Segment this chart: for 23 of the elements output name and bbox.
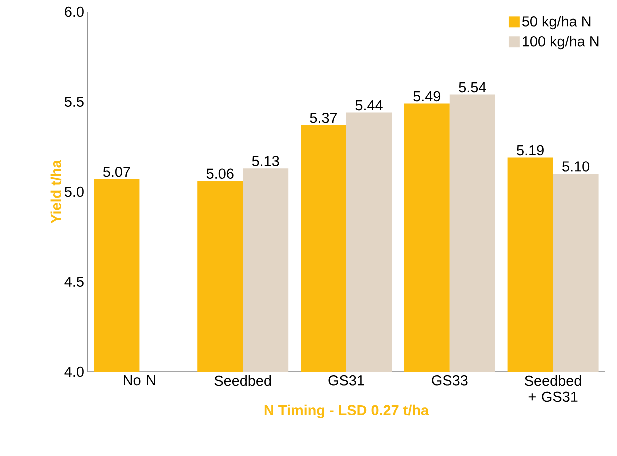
y-tick-label: 4.5 bbox=[64, 276, 84, 288]
y-tick-label: 5.5 bbox=[64, 96, 84, 108]
data-label: 5.06 bbox=[206, 168, 234, 179]
x-tick-label: GS33 bbox=[432, 376, 468, 386]
data-label: 5.10 bbox=[562, 162, 590, 172]
x-tick-label: Seedbed bbox=[214, 376, 272, 386]
data-label: 5.19 bbox=[517, 145, 544, 156]
y-tick-label: 4.0 bbox=[64, 366, 84, 378]
x-tick-label: Seedbed + GS31 bbox=[525, 376, 582, 402]
data-label: 5.49 bbox=[414, 91, 441, 102]
data-label: 5.13 bbox=[252, 156, 280, 166]
x-tick-label: No N bbox=[124, 376, 156, 386]
legend-label: 100 kg/ha N bbox=[523, 36, 599, 50]
legend-label: 50 kg/ha N bbox=[522, 16, 591, 30]
y-tick-label: 5.0 bbox=[64, 186, 84, 198]
y-tick-label: 6.0 bbox=[65, 6, 84, 18]
x-axis-title: N Timing - LSD 0.27 t/ha bbox=[264, 404, 430, 418]
data-label: 5.54 bbox=[459, 82, 486, 93]
data-label: 5.44 bbox=[356, 100, 383, 111]
data-label: 5.37 bbox=[310, 112, 338, 124]
x-tick-label: GS31 bbox=[328, 376, 364, 386]
data-label: 5.07 bbox=[103, 166, 130, 178]
y-axis-title: Yield t/ha bbox=[50, 160, 62, 224]
